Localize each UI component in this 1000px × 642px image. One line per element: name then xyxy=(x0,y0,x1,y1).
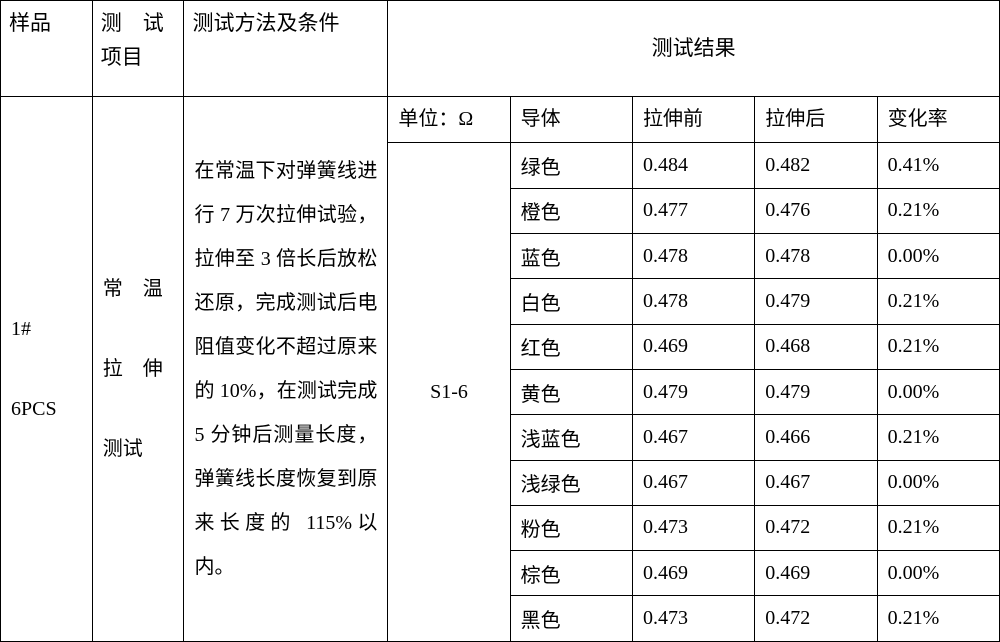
cell-before: 0.477 xyxy=(632,188,754,233)
cell-rate: 0.21% xyxy=(877,324,999,369)
cell-after: 0.472 xyxy=(755,505,877,550)
cell-after: 0.469 xyxy=(755,551,877,596)
cell-conductor: 棕色 xyxy=(510,551,632,596)
cell-before: 0.467 xyxy=(632,415,754,460)
cell-conductor: 绿色 xyxy=(510,143,632,188)
cell-before: 0.473 xyxy=(632,596,754,642)
cell-before: 0.479 xyxy=(632,369,754,414)
cell-rate: 0.21% xyxy=(877,188,999,233)
cell-before: 0.473 xyxy=(632,505,754,550)
sample-qty: 6PCS xyxy=(11,398,57,420)
test-item-cell: 常 温 拉 伸 测试 xyxy=(92,96,184,641)
cell-before: 0.478 xyxy=(632,233,754,278)
cell-before: 0.478 xyxy=(632,279,754,324)
header-result: 测试结果 xyxy=(388,1,1000,97)
subheader-rate: 变化率 xyxy=(877,96,999,143)
cell-rate: 0.21% xyxy=(877,505,999,550)
header-method: 测试方法及条件 xyxy=(184,1,388,97)
cell-after: 0.468 xyxy=(755,324,877,369)
sample-cell: 1# 6PCS xyxy=(1,96,93,641)
cell-before: 0.467 xyxy=(632,460,754,505)
cell-conductor: 白色 xyxy=(510,279,632,324)
cell-conductor: 黑色 xyxy=(510,596,632,642)
cell-conductor: 蓝色 xyxy=(510,233,632,278)
sample-id: 1# xyxy=(11,318,31,340)
header-row: 样品 测 试项目 测试方法及条件 测试结果 xyxy=(1,1,1000,97)
subheader-row: 1# 6PCS 常 温 拉 伸 测试 在常温下对弹簧线进行 7 万次拉伸试验，拉… xyxy=(1,96,1000,143)
subheader-before: 拉伸前 xyxy=(632,96,754,143)
method-cell: 在常温下对弹簧线进行 7 万次拉伸试验，拉伸至 3 倍长后放松还原，完成测试后电… xyxy=(184,96,388,641)
header-sample: 样品 xyxy=(1,1,93,97)
cell-after: 0.472 xyxy=(755,596,877,642)
data-table: 样品 测 试项目 测试方法及条件 测试结果 1# 6PCS 常 温 拉 伸 测试… xyxy=(0,0,1000,642)
cell-after: 0.478 xyxy=(755,233,877,278)
cell-rate: 0.41% xyxy=(877,143,999,188)
cell-rate: 0.21% xyxy=(877,279,999,324)
subheader-after: 拉伸后 xyxy=(755,96,877,143)
cell-conductor: 浅绿色 xyxy=(510,460,632,505)
cell-before: 0.484 xyxy=(632,143,754,188)
cell-rate: 0.00% xyxy=(877,551,999,596)
cell-conductor: 红色 xyxy=(510,324,632,369)
test-item-l3: 测试 xyxy=(103,438,143,460)
test-item-l1: 常 温 xyxy=(103,278,163,300)
cell-conductor: 橙色 xyxy=(510,188,632,233)
cell-after: 0.479 xyxy=(755,279,877,324)
cell-conductor: 黄色 xyxy=(510,369,632,414)
cell-after: 0.479 xyxy=(755,369,877,414)
cell-rate: 0.21% xyxy=(877,596,999,642)
result-group: S1-6 xyxy=(388,143,510,642)
cell-rate: 0.21% xyxy=(877,415,999,460)
cell-rate: 0.00% xyxy=(877,233,999,278)
subheader-unit: 单位：Ω xyxy=(388,96,510,143)
cell-conductor: 粉色 xyxy=(510,505,632,550)
cell-conductor: 浅蓝色 xyxy=(510,415,632,460)
cell-before: 0.469 xyxy=(632,324,754,369)
header-test-item: 测 试项目 xyxy=(92,1,184,97)
cell-after: 0.467 xyxy=(755,460,877,505)
cell-after: 0.476 xyxy=(755,188,877,233)
cell-before: 0.469 xyxy=(632,551,754,596)
cell-after: 0.466 xyxy=(755,415,877,460)
test-result-table: 样品 测 试项目 测试方法及条件 测试结果 1# 6PCS 常 温 拉 伸 测试… xyxy=(0,0,1000,642)
subheader-conductor: 导体 xyxy=(510,96,632,143)
test-item-l2: 拉 伸 xyxy=(103,358,163,380)
cell-rate: 0.00% xyxy=(877,460,999,505)
cell-rate: 0.00% xyxy=(877,369,999,414)
cell-after: 0.482 xyxy=(755,143,877,188)
